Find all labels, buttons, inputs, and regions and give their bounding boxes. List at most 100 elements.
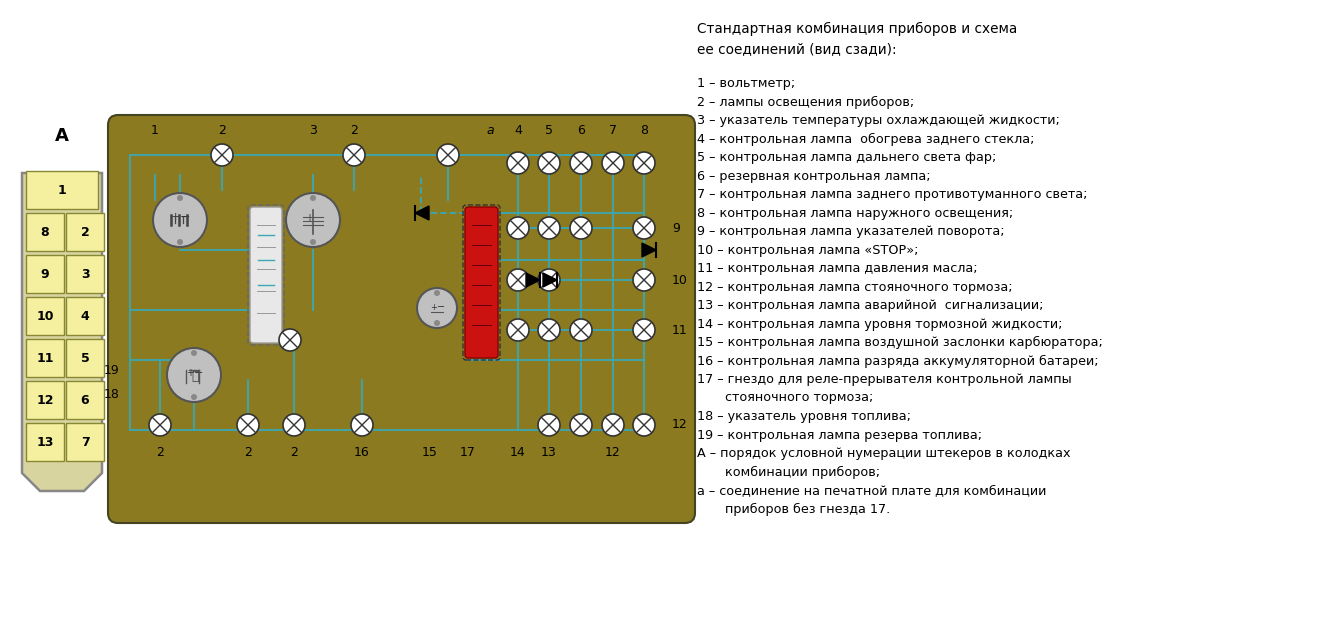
Text: 6 – резервная контрольная лампа;: 6 – резервная контрольная лампа;: [697, 169, 931, 183]
Text: 17 – гнездо для реле-прерывателя контрольной лампы: 17 – гнездо для реле-прерывателя контрол…: [697, 373, 1071, 386]
Text: 5 – контрольная лампа дальнего света фар;: 5 – контрольная лампа дальнего света фар…: [697, 151, 996, 164]
Circle shape: [167, 348, 221, 402]
Text: 15: 15: [422, 445, 438, 459]
Text: 8: 8: [640, 123, 648, 137]
Circle shape: [507, 152, 529, 174]
Text: ее соединений (вид сзади):: ее соединений (вид сзади):: [697, 42, 896, 56]
Circle shape: [191, 394, 198, 400]
FancyBboxPatch shape: [27, 339, 64, 377]
FancyBboxPatch shape: [66, 255, 103, 293]
Circle shape: [286, 193, 339, 247]
Text: 8 – контрольная лампа наружного освещения;: 8 – контрольная лампа наружного освещени…: [697, 206, 1013, 220]
Circle shape: [191, 350, 198, 356]
Circle shape: [434, 320, 440, 326]
Text: 7: 7: [609, 123, 617, 137]
Circle shape: [507, 319, 529, 341]
Text: 2: 2: [217, 123, 225, 137]
Circle shape: [416, 288, 457, 328]
Circle shape: [149, 414, 171, 436]
Circle shape: [633, 269, 655, 291]
Text: a: a: [487, 123, 493, 137]
Circle shape: [438, 144, 459, 166]
Text: 10: 10: [672, 273, 688, 286]
Text: 11: 11: [672, 323, 688, 337]
Circle shape: [633, 152, 655, 174]
Text: 2: 2: [290, 445, 298, 459]
Text: A: A: [56, 127, 69, 145]
Text: 10 – контрольная лампа «STOP»;: 10 – контрольная лампа «STOP»;: [697, 243, 919, 256]
Circle shape: [176, 239, 183, 245]
Circle shape: [538, 217, 560, 239]
Polygon shape: [526, 273, 540, 287]
Text: 8: 8: [41, 226, 49, 238]
Circle shape: [343, 144, 365, 166]
FancyBboxPatch shape: [465, 207, 499, 358]
Circle shape: [310, 195, 316, 201]
FancyBboxPatch shape: [66, 339, 103, 377]
Text: −: −: [194, 368, 203, 378]
Text: +: +: [171, 212, 180, 222]
Text: 12 – контрольная лампа стояночного тормоза;: 12 – контрольная лампа стояночного тормо…: [697, 281, 1013, 293]
Text: 4: 4: [81, 309, 89, 323]
Circle shape: [538, 152, 560, 174]
Polygon shape: [642, 243, 656, 257]
Circle shape: [633, 319, 655, 341]
Text: 2: 2: [244, 445, 252, 459]
Circle shape: [176, 195, 183, 201]
Circle shape: [152, 193, 207, 247]
Text: 16: 16: [354, 445, 370, 459]
Text: 5: 5: [545, 123, 553, 137]
Text: 11 – контрольная лампа давления масла;: 11 – контрольная лампа давления масла;: [697, 262, 977, 275]
Text: 9: 9: [41, 268, 49, 281]
Text: 13 – контрольная лампа аварийной  сигнализации;: 13 – контрольная лампа аварийной сигнали…: [697, 299, 1044, 312]
FancyBboxPatch shape: [66, 423, 103, 461]
Circle shape: [538, 319, 560, 341]
Circle shape: [310, 239, 316, 245]
Text: −: −: [313, 213, 322, 223]
Text: комбинации приборов;: комбинации приборов;: [697, 465, 880, 479]
FancyBboxPatch shape: [66, 297, 103, 335]
FancyBboxPatch shape: [251, 207, 282, 343]
FancyBboxPatch shape: [27, 171, 98, 209]
Text: 13: 13: [541, 445, 557, 459]
Polygon shape: [23, 173, 102, 491]
Text: 4 – контрольная лампа  обогрева заднего стекла;: 4 – контрольная лампа обогрева заднего с…: [697, 132, 1034, 146]
Circle shape: [507, 269, 529, 291]
Text: 12: 12: [672, 419, 688, 431]
Text: 11: 11: [36, 351, 54, 364]
Text: А – порядок условной нумерации штекеров в колодках: А – порядок условной нумерации штекеров …: [697, 447, 1070, 460]
Text: 16 – контрольная лампа разряда аккумуляторной батареи;: 16 – контрольная лампа разряда аккумулят…: [697, 355, 1099, 367]
Text: +: +: [305, 213, 313, 223]
Text: 10: 10: [36, 309, 54, 323]
Polygon shape: [415, 206, 430, 220]
Circle shape: [434, 290, 440, 296]
Text: 7: 7: [81, 436, 89, 449]
Text: 18: 18: [103, 389, 119, 401]
Text: 19: 19: [105, 364, 119, 376]
Text: 14: 14: [511, 445, 526, 459]
Text: 18 – указатель уровня топлива;: 18 – указатель уровня топлива;: [697, 410, 911, 423]
Text: 9 – контрольная лампа указателей поворота;: 9 – контрольная лампа указателей поворот…: [697, 225, 1005, 238]
FancyBboxPatch shape: [27, 213, 64, 251]
Text: 2 – лампы освещения приборов;: 2 – лампы освещения приборов;: [697, 95, 914, 109]
Circle shape: [538, 269, 560, 291]
Text: 9: 9: [672, 222, 680, 235]
FancyBboxPatch shape: [27, 255, 64, 293]
FancyBboxPatch shape: [107, 115, 695, 523]
Text: 1 – вольтметр;: 1 – вольтметр;: [697, 77, 796, 90]
Circle shape: [507, 217, 529, 239]
Text: 6: 6: [81, 394, 89, 406]
Circle shape: [570, 217, 591, 239]
Text: 12: 12: [605, 445, 621, 459]
Text: приборов без гнезда 17.: приборов без гнезда 17.: [697, 502, 890, 516]
Text: 14 – контрольная лампа уровня тормозной жидкости;: 14 – контрольная лампа уровня тормозной …: [697, 318, 1062, 330]
FancyBboxPatch shape: [66, 213, 103, 251]
Circle shape: [211, 144, 233, 166]
Polygon shape: [544, 273, 557, 287]
Circle shape: [237, 414, 259, 436]
Text: Стандартная комбинация приборов и схема: Стандартная комбинация приборов и схема: [697, 22, 1017, 36]
Text: стояночного тормоза;: стояночного тормоза;: [697, 392, 874, 404]
Text: 2: 2: [81, 226, 89, 238]
Circle shape: [602, 414, 625, 436]
Text: 15 – контрольная лампа воздушной заслонки карбюратора;: 15 – контрольная лампа воздушной заслонк…: [697, 336, 1103, 349]
